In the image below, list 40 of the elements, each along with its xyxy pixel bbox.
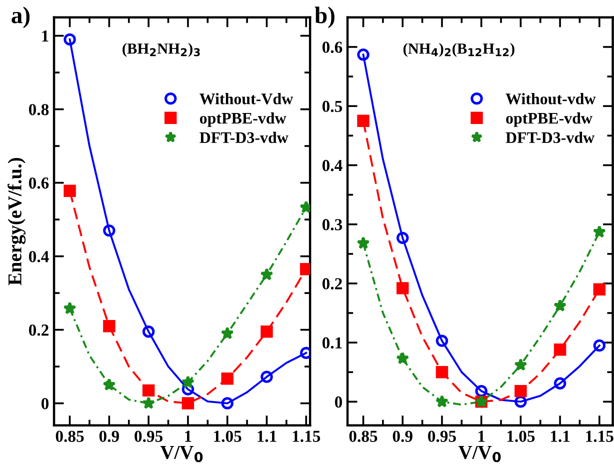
legend-label: optPBE-vdw xyxy=(506,112,592,127)
y-axis-title: Energy(eV/f.u.) xyxy=(8,158,26,286)
y-tick-label: 0.8 xyxy=(28,104,49,116)
x-tick-label: 0.85 xyxy=(56,430,84,442)
x-tick-label: 1.15 xyxy=(586,430,614,442)
x-tick-label: 1 xyxy=(478,430,485,442)
legend-label: DFT-D3-vdw xyxy=(200,132,288,144)
y-tick-label: 0.1 xyxy=(322,337,342,349)
annotation: (BH$_{2}$NH$_{2}$)$_{3}$ xyxy=(122,43,200,57)
y-tick-label: 0.6 xyxy=(322,42,342,53)
x-tick-label: 0.95 xyxy=(428,430,456,442)
x-tick-label: 1.05 xyxy=(214,430,242,442)
y-tick-label: 0.4 xyxy=(28,250,49,262)
legend-label: optPBE-vdw xyxy=(200,112,286,127)
chart-title: a) xyxy=(12,6,30,28)
legend-label: Without-Vdw xyxy=(200,93,294,104)
legend-label: Without-vdw xyxy=(506,93,596,104)
x-tick-label: 1.15 xyxy=(292,430,320,442)
x-tick-label: 0.85 xyxy=(349,430,378,442)
x-tick-label: 1 xyxy=(185,430,192,442)
y-tick-label: 0.5 xyxy=(322,100,342,112)
x-axis-title: V/V$_{0}$ xyxy=(160,446,203,462)
y-tick-label: 0.2 xyxy=(322,278,342,290)
legend-label: DFT-D3-vdw xyxy=(506,132,594,144)
y-tick-label: 0.4 xyxy=(322,160,342,172)
x-tick-label: 0.9 xyxy=(99,430,119,442)
x-tick-label: 1.1 xyxy=(550,430,570,442)
y-tick-label: 0.2 xyxy=(28,324,48,336)
chart-title: b) xyxy=(314,6,334,28)
y-tick-label: 1 xyxy=(42,30,48,42)
y-tick-label: 0.6 xyxy=(28,177,49,189)
x-tick-label: 1.1 xyxy=(258,430,276,442)
x-tick-label: 0.9 xyxy=(392,430,412,442)
y-tick-label: 0 xyxy=(334,396,342,408)
y-tick-label: 0 xyxy=(41,398,49,410)
x-axis-title: V/V$_{0}$ xyxy=(458,446,501,462)
text: (NH$_{4}$)$_{2}$(B$_{12}$H$_{12}$) xyxy=(403,43,514,57)
x-tick-label: 1.05 xyxy=(507,430,535,442)
x-tick-label: 0.95 xyxy=(134,430,163,442)
y-tick-label: 0.3 xyxy=(322,219,342,230)
